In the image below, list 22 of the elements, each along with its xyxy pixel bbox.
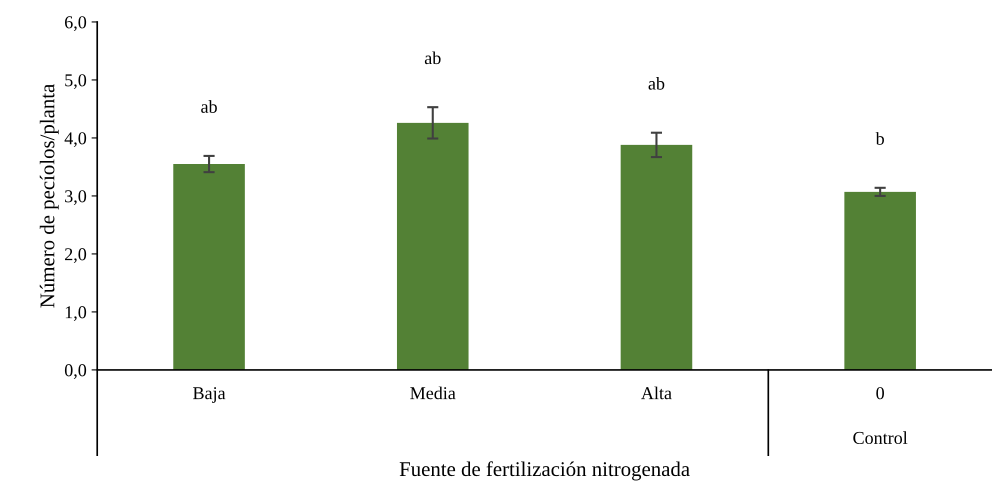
x-tick-label: Media <box>410 386 456 400</box>
x-axis-title: Fuente de fertilización nitrogenada <box>400 461 690 480</box>
y-tick-label: 5,0 <box>65 74 86 89</box>
text: Control <box>853 431 908 444</box>
y-tick-label: 0,0 <box>64 364 86 379</box>
x-tick-label: Baja <box>193 387 226 403</box>
x-tick-label: Alta <box>641 386 672 400</box>
bar <box>620 144 692 370</box>
annotation: ab <box>648 76 664 90</box>
bar <box>396 122 469 370</box>
y-tick-label: 1,0 <box>66 306 86 321</box>
bar <box>173 164 245 370</box>
x-tick-label: 0 <box>876 387 884 400</box>
y-axis-title: Número de pecíolos/planta <box>40 84 59 308</box>
bar <box>844 192 916 370</box>
annotation: ab <box>424 51 441 64</box>
annotation: ab <box>201 100 217 113</box>
annotation: b <box>876 132 884 145</box>
y-tick-label: 3,0 <box>65 190 86 205</box>
y-tick-label: 6,0 <box>65 16 86 31</box>
y-tick-label: 2,0 <box>65 248 86 263</box>
y-tick-label: 4,0 <box>64 132 86 147</box>
